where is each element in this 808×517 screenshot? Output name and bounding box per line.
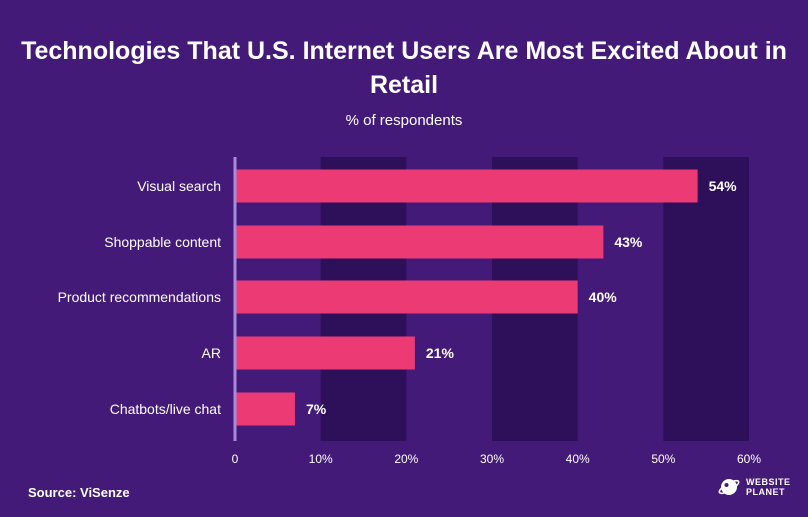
chart-title: Technologies That U.S. Internet Users Ar… [21, 37, 787, 99]
bar-value-label: 7% [306, 401, 327, 417]
bar [235, 280, 578, 314]
x-tick-label: 60% [737, 452, 761, 466]
logo-line-1: WEBSITE [746, 477, 791, 487]
website-planet-logo: WEBSITE PLANET [718, 476, 791, 498]
category-label: Product recommendations [58, 289, 221, 305]
bar-value-label: 54% [709, 178, 738, 194]
x-tick-label: 40% [566, 452, 590, 466]
x-tick-label: 50% [651, 452, 675, 466]
chart-subtitle: % of respondents [345, 112, 463, 129]
category-label: Chatbots/live chat [110, 401, 221, 417]
bar-value-label: 21% [426, 345, 455, 361]
bar [235, 225, 604, 259]
bar [235, 392, 295, 426]
source-note: Source: ViSenze [28, 485, 130, 500]
grid-band [663, 157, 749, 441]
bar-value-label: 43% [614, 234, 643, 250]
category-label: AR [202, 345, 221, 361]
x-tick-label: 20% [394, 452, 418, 466]
x-tick-label: 30% [480, 452, 504, 466]
planet-icon [718, 479, 740, 495]
category-label: Shoppable content [104, 234, 221, 250]
x-tick-label: 10% [309, 452, 333, 466]
logo-line-2: PLANET [746, 487, 785, 497]
category-label: Visual search [137, 178, 221, 194]
bar [235, 336, 415, 370]
x-tick-label: 0 [232, 452, 239, 466]
bar [235, 169, 698, 203]
bar-value-label: 40% [589, 289, 618, 305]
